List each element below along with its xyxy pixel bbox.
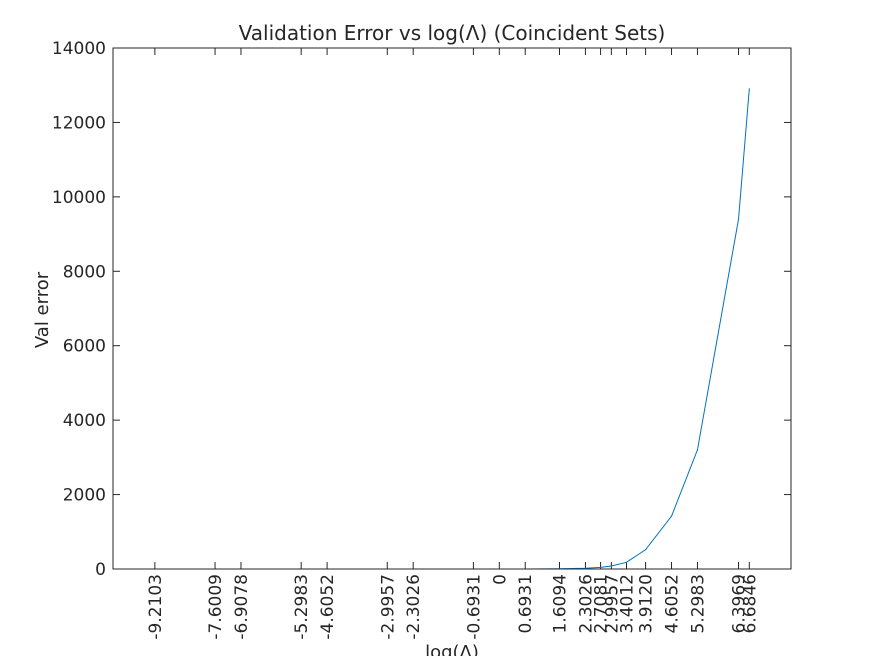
x-tick-label: -9.2103 (146, 574, 166, 640)
x-tick-label: -6.9078 (232, 574, 252, 640)
x-tick-label: 6.3969 (730, 574, 750, 633)
chart-title: Validation Error vs log(Λ) (Coincident S… (239, 21, 666, 45)
x-tick-label: 1.6094 (550, 574, 570, 633)
data-point (599, 566, 602, 568)
data-point (625, 561, 628, 563)
x-tick-label: -7.6009 (206, 574, 226, 640)
plot-frame (112, 47, 792, 570)
data-point (737, 218, 740, 220)
y-axis-ticks: 0 2000 4000 6000 8000 10000 12000 14000 (52, 39, 791, 580)
data-point (748, 88, 750, 90)
y-tick-label: 10000 (52, 188, 106, 208)
x-tick-label: 5.2983 (688, 574, 708, 633)
y-axis-label: Val error (32, 271, 53, 348)
x-tick-label: -2.9957 (378, 574, 398, 640)
data-point (645, 549, 647, 551)
data-point (670, 515, 673, 517)
y-tick-label: 8000 (63, 262, 106, 282)
y-tick-label: 6000 (63, 337, 106, 357)
x-tick-label: 2.3026 (576, 574, 596, 633)
y-tick-label: 2000 (63, 486, 106, 506)
y-tick-label: 12000 (52, 113, 106, 133)
x-tick-label: 4.6052 (663, 574, 683, 633)
x-tick-label: -4.6052 (318, 574, 338, 640)
y-tick-label: 0 (95, 560, 106, 580)
x-tick-label: 6.6846 (740, 574, 760, 633)
data-point (696, 449, 699, 451)
data-point (610, 565, 612, 567)
plot-area (113, 48, 791, 569)
x-tick-label: -0.6931 (464, 574, 484, 640)
x-tick-label: 0 (490, 574, 510, 585)
x-tick-label: 3.4012 (617, 574, 637, 633)
x-tick-label: -5.2983 (292, 574, 312, 640)
x-tick-label: -2.3026 (404, 574, 424, 640)
x-tick-label: 0.6931 (516, 574, 536, 633)
x-tick-label: 3.9120 (637, 574, 657, 633)
x-axis-ticks: -9.2103 -7.6009 -6.9078 -5.2983 -4.6052 -2.99… (146, 48, 760, 640)
x-tick-label: 2.9957 (602, 574, 622, 633)
y-tick-label: 4000 (63, 411, 106, 431)
x-axis-label: log(Λ) (425, 642, 479, 656)
y-tick-label: 14000 (52, 39, 106, 59)
x-tick-label: 2.7081 (592, 574, 612, 633)
